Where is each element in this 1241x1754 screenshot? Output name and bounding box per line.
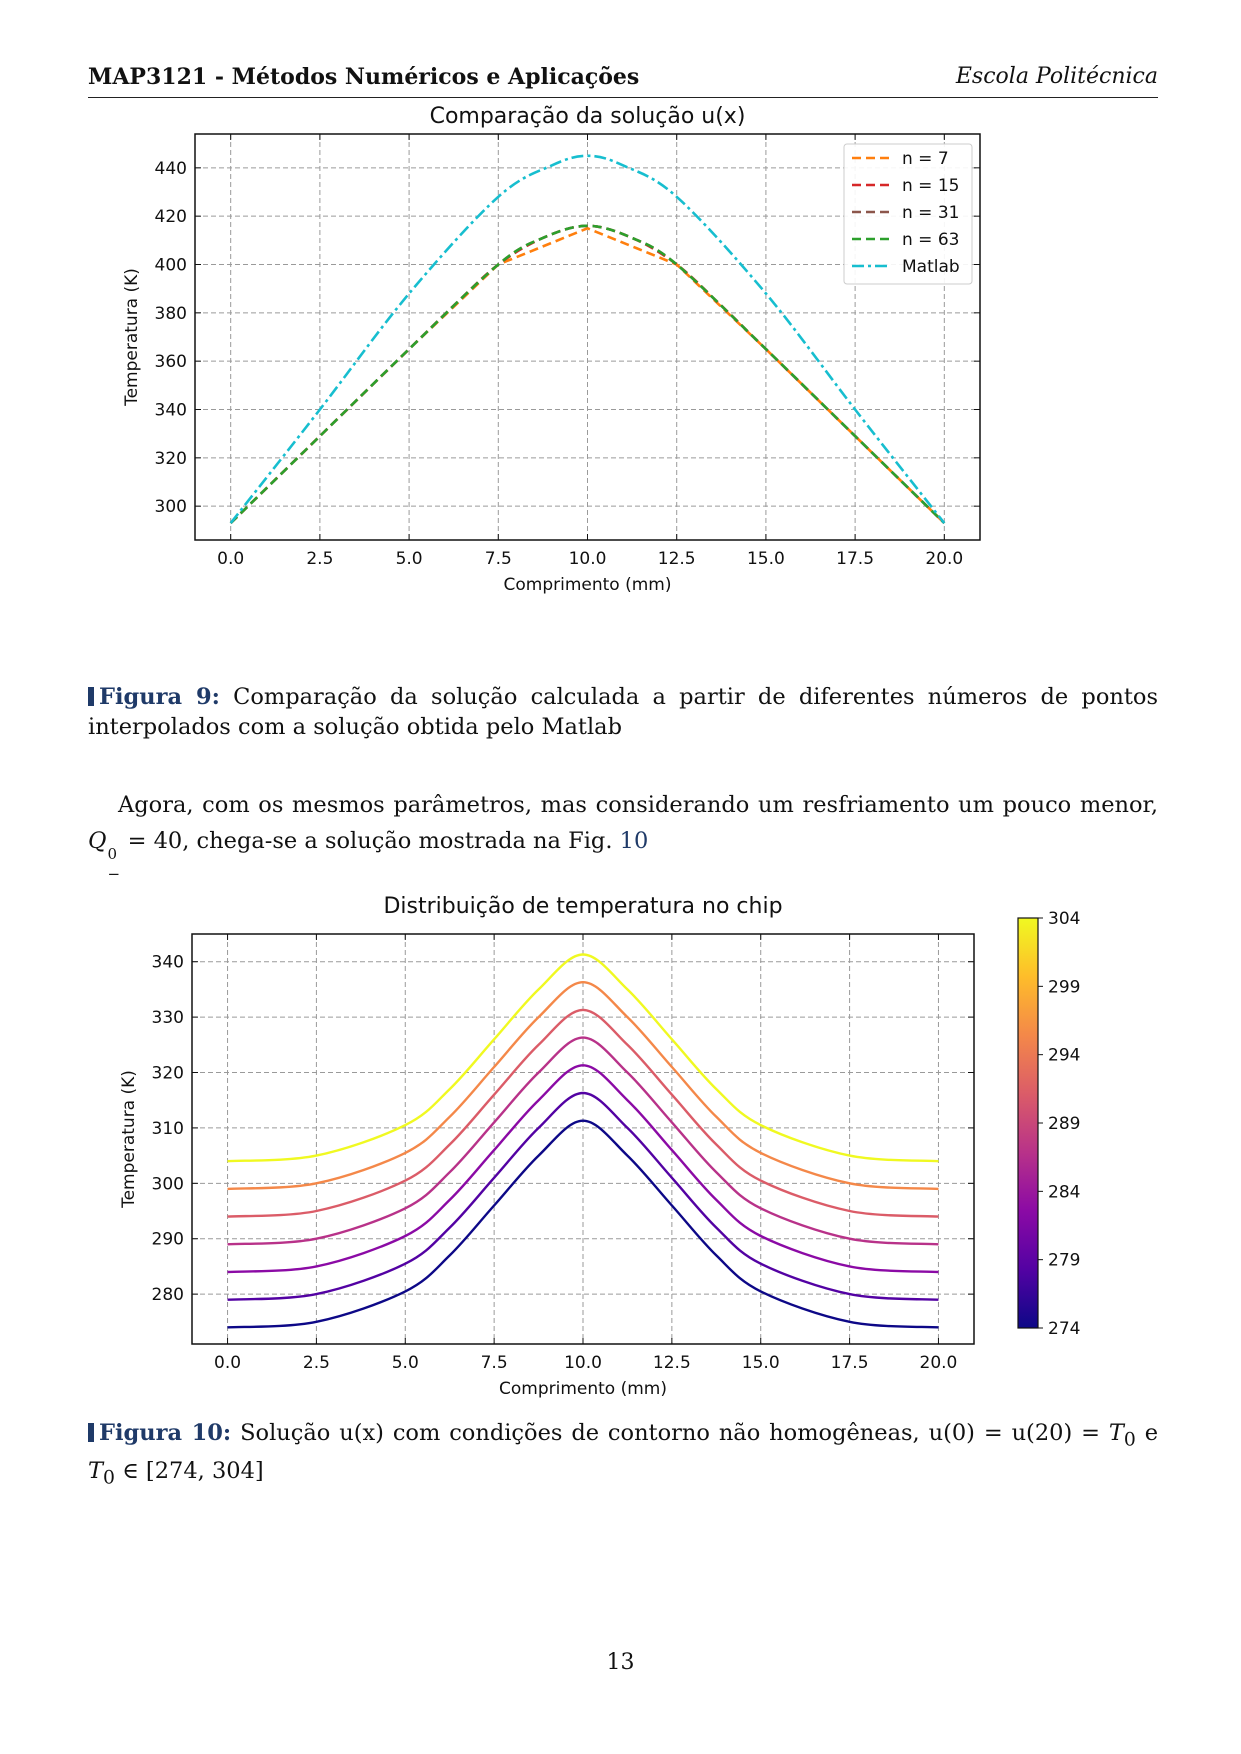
temperature-curve-274 — [227, 1119, 939, 1329]
series-line-5 — [229, 154, 946, 524]
x-tick-label: 12.5 — [658, 549, 696, 569]
y-tick-label: 420 — [155, 207, 187, 227]
paragraph-text: Agora, com os mesmos parâmetros, mas con… — [118, 792, 1158, 818]
y-tick-label: 340 — [152, 953, 184, 973]
x-tick-label: 10.0 — [564, 1353, 602, 1373]
temperature-curve-284 — [227, 1064, 939, 1274]
legend-label: n = 15 — [902, 176, 959, 196]
school-name: Escola Politécnica — [955, 64, 1158, 89]
y-tick-label: 340 — [155, 401, 187, 421]
figure-10-caption-text-b: e — [1135, 1420, 1159, 1446]
legend-label: n = 31 — [902, 203, 959, 223]
figure-9-caption: Figura 9: Comparação da solução calculad… — [88, 682, 1158, 742]
figure-10-caption-text-a: Solução u(x) com condições de contorno n… — [240, 1420, 1109, 1446]
header-rule — [88, 97, 1158, 98]
y-tick-label: 300 — [155, 497, 187, 517]
series-line-4 — [229, 224, 946, 525]
x-tick-label: 20.0 — [925, 549, 963, 569]
figure-10-chart: Distribuição de temperatura no chip 0.0 2.… — [120, 894, 1080, 1399]
y-axis-label: Temperatura (K) — [122, 268, 142, 407]
figure-10-ref-link[interactable]: 10 — [619, 828, 649, 854]
course-title: MAP3121 - Métodos Numéricos e Aplicações — [88, 64, 640, 90]
body-paragraph: Agora, com os mesmos parâmetros, mas con… — [88, 787, 1158, 883]
colorbar-tick-label: 284 — [1048, 1182, 1080, 1202]
colorbar-tick-label: 304 — [1048, 909, 1080, 929]
temperature-curve-304 — [227, 953, 939, 1163]
x-tick-label: 12.5 — [653, 1353, 691, 1373]
figure-10-label: Figura 10: — [99, 1420, 232, 1446]
x-tick-label: 15.0 — [742, 1353, 780, 1373]
colorbar-tick-label: 289 — [1048, 1114, 1080, 1134]
y-tick-label: 310 — [152, 1119, 184, 1139]
running-header: MAP3121 - Métodos Numéricos e Aplicações… — [88, 64, 1158, 94]
x-axis-label: Comprimento (mm) — [504, 575, 672, 595]
legend-label: n = 7 — [902, 149, 949, 169]
colorbar-tick-label: 274 — [1048, 1319, 1080, 1339]
x-tick-label: 7.5 — [481, 1353, 508, 1373]
x-tick-label: 20.0 — [920, 1353, 958, 1373]
x-tick-label: 17.5 — [836, 549, 874, 569]
x-axis-label: Comprimento (mm) — [499, 1379, 667, 1399]
x-tick-label: 10.0 — [569, 549, 607, 569]
figure-9-label: Figura 9: — [99, 684, 220, 710]
colorbar-tick-label: 294 — [1048, 1046, 1080, 1066]
colorbar-tick-label: 279 — [1048, 1251, 1080, 1271]
y-tick-label: 330 — [152, 1008, 184, 1028]
y-tick-label: 320 — [155, 449, 187, 469]
chart-title: Comparação da solução u(x) — [430, 104, 746, 129]
temperature-curve-294 — [227, 1008, 939, 1218]
figure-9-caption-text: Comparação da solução calculada a partir… — [88, 684, 1158, 740]
x-tick-label: 0.0 — [217, 549, 244, 569]
paragraph-equation: = 40, chega-se a solução mostrada na Fig… — [120, 828, 620, 854]
y-tick-label: 440 — [155, 159, 187, 179]
plot-frame — [194, 133, 981, 541]
plot-frame — [191, 933, 975, 1345]
caption-marker — [88, 687, 94, 706]
x-tick-label: 0.0 — [214, 1353, 241, 1373]
y-tick-label: 300 — [152, 1174, 184, 1194]
caption-marker — [88, 1423, 94, 1442]
figure-9-chart: Comparação da solução u(x) 0.0 2.5 5.0 7.5 10… — [122, 104, 981, 595]
figure-10-caption-text-c: ∈ [274, 304] — [114, 1457, 264, 1484]
temperature-curve-279 — [227, 1091, 939, 1301]
temperature-curve-289 — [227, 1036, 939, 1246]
colorbar-tick-label: 299 — [1048, 977, 1080, 997]
y-tick-label: 320 — [152, 1064, 184, 1084]
figure-10-caption: Figura 10: Solução u(x) com condições de… — [88, 1420, 1159, 1488]
x-tick-label: 2.5 — [303, 1353, 330, 1373]
page-number: 13 — [606, 1650, 635, 1675]
x-tick-label: 17.5 — [831, 1353, 869, 1373]
x-tick-label: 5.0 — [392, 1353, 419, 1373]
y-tick-label: 360 — [155, 352, 187, 372]
colorbar — [1017, 917, 1039, 1329]
chart-title: Distribuição de temperatura no chip — [383, 894, 782, 919]
y-tick-label: 380 — [155, 304, 187, 324]
x-tick-label: 2.5 — [306, 549, 333, 569]
x-tick-label: 5.0 — [396, 549, 423, 569]
y-tick-label: 280 — [152, 1285, 184, 1305]
legend-box — [843, 143, 973, 285]
x-tick-label: 15.0 — [747, 549, 785, 569]
y-tick-label: 400 — [155, 256, 187, 276]
y-axis-label: Temperatura (K) — [120, 1070, 139, 1209]
y-tick-label: 290 — [152, 1230, 184, 1250]
q-symbol: Q 0− — [88, 828, 121, 883]
legend-label: Matlab — [902, 257, 960, 277]
legend-label: n = 63 — [902, 230, 959, 250]
x-tick-label: 7.5 — [485, 549, 512, 569]
temperature-curve-299 — [227, 980, 939, 1191]
